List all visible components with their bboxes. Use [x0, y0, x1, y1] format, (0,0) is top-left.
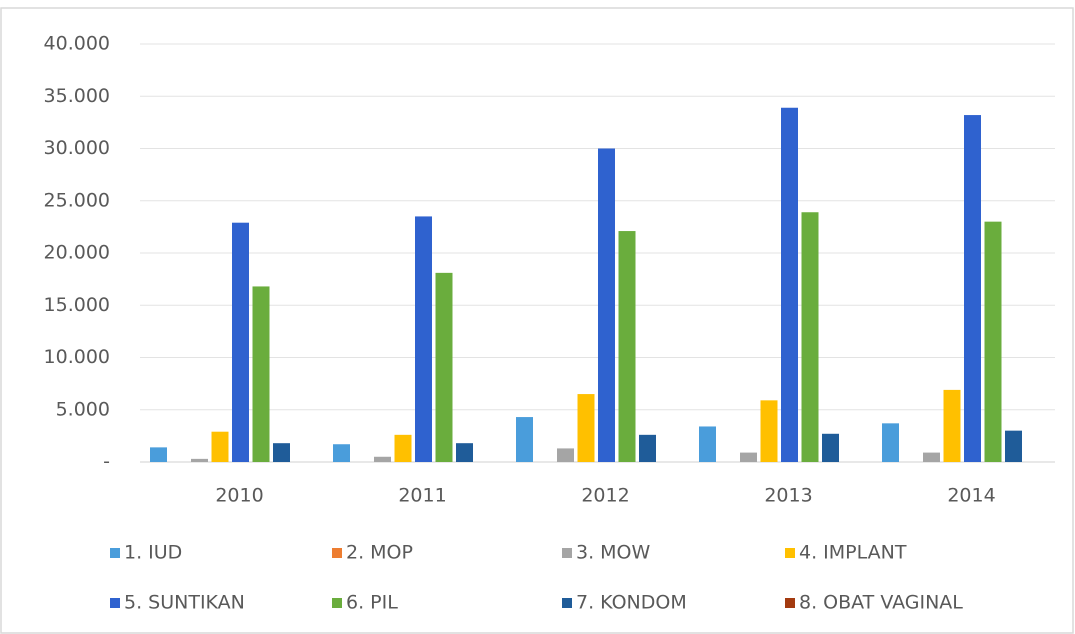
legend-label: 1. IUD	[124, 542, 182, 564]
legend-label: 3. MOW	[576, 542, 651, 564]
legend-label: 4. IMPLANT	[799, 542, 907, 564]
bar	[191, 458, 208, 462]
bar	[882, 423, 899, 462]
bar	[273, 443, 290, 462]
bar	[211, 431, 229, 462]
bar	[801, 212, 819, 462]
bar	[943, 389, 961, 462]
bar	[639, 434, 656, 462]
bar	[415, 216, 432, 462]
y-tick-label: -	[103, 451, 110, 473]
bar	[1005, 430, 1022, 462]
bar	[964, 115, 981, 462]
chart-frame	[0, 7, 1074, 634]
legend-swatch	[332, 598, 342, 608]
bar	[577, 394, 595, 462]
legend-swatch	[562, 548, 572, 558]
bar	[252, 286, 270, 462]
y-tick-label: 40.000	[44, 33, 110, 55]
bar	[557, 448, 574, 462]
y-tick-label: 10.000	[44, 346, 110, 368]
legend-label: 2. MOP	[346, 542, 413, 564]
bar	[232, 222, 249, 462]
bar	[699, 426, 716, 462]
legend-label: 8. OBAT VAGINAL	[799, 592, 963, 614]
bar	[598, 148, 615, 462]
legend-swatch	[332, 548, 342, 558]
legend-swatch	[110, 548, 120, 558]
x-tick-label: 2013	[764, 485, 812, 507]
bar	[435, 272, 453, 462]
legend-label: 7. KONDOM	[576, 592, 687, 614]
x-tick-label: 2014	[947, 485, 995, 507]
bar	[740, 452, 757, 462]
bar	[150, 447, 167, 462]
bar	[984, 221, 1002, 462]
bar	[516, 417, 533, 462]
bar	[923, 452, 940, 462]
y-tick-label: 25.000	[44, 189, 110, 211]
bar	[333, 444, 350, 462]
bar	[394, 434, 412, 462]
bar	[618, 231, 636, 462]
legend-swatch	[785, 548, 795, 558]
bar	[822, 433, 839, 462]
bar	[374, 456, 391, 462]
x-tick-label: 2012	[581, 485, 629, 507]
y-tick-label: 5.000	[56, 398, 110, 420]
legend-swatch	[110, 598, 120, 608]
x-tick-label: 2010	[215, 485, 263, 507]
legend-label: 6. PIL	[346, 592, 398, 614]
y-tick-label: 30.000	[44, 137, 110, 159]
legend-label: 5. SUNTIKAN	[124, 592, 245, 614]
bar	[760, 400, 778, 462]
bar	[781, 107, 798, 463]
bar	[456, 443, 473, 462]
y-tick-label: 35.000	[44, 85, 110, 107]
x-tick-label: 2011	[398, 485, 446, 507]
legend-swatch	[562, 598, 572, 608]
legend-swatch	[785, 598, 795, 608]
y-tick-label: 20.000	[44, 242, 110, 264]
y-tick-label: 15.000	[44, 294, 110, 316]
